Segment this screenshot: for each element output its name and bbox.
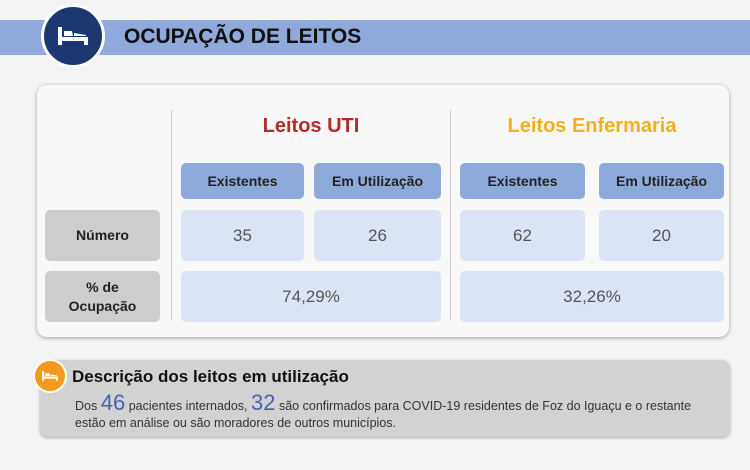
description-title: Descrição dos leitos em utilização xyxy=(72,367,349,386)
row-label-numero: Número xyxy=(45,210,160,261)
uti-ocupacao-value: 74,29% xyxy=(181,271,441,322)
uti-em-uso-header: Em Utilização xyxy=(314,163,441,199)
confirmados-count: 32 xyxy=(251,390,276,415)
enf-em-uso-value: 20 xyxy=(599,210,724,261)
page-title: OCUPAÇÃO DE LEITOS xyxy=(124,25,362,48)
description-text: Dos 46 pacientes internados, 32 são conf… xyxy=(75,392,715,432)
internados-count: 46 xyxy=(100,390,126,415)
enf-ocupacao-value: 32,26% xyxy=(460,271,724,322)
text: são confirmados para COVID-19 residentes… xyxy=(75,399,692,430)
text: Dos xyxy=(75,399,98,413)
enf-em-uso-header: Em Utilização xyxy=(599,163,724,199)
uti-existentes-header: Existentes xyxy=(181,163,304,199)
header-band xyxy=(0,20,750,55)
enfermaria-title: Leitos Enfermaria xyxy=(507,115,677,137)
description-box xyxy=(40,360,730,437)
bed-icon xyxy=(41,4,105,68)
enf-existentes-value: 62 xyxy=(460,210,585,261)
divider xyxy=(171,110,172,320)
row-label-ocupacao: % de Ocupação xyxy=(45,271,160,322)
enf-existentes-header: Existentes xyxy=(460,163,585,199)
text: pacientes internados, xyxy=(128,399,248,413)
uti-existentes-value: 35 xyxy=(181,210,304,261)
bed-icon xyxy=(33,359,67,393)
divider xyxy=(450,110,451,320)
uti-em-uso-value: 26 xyxy=(314,210,441,261)
uti-title: Leitos UTI xyxy=(262,115,360,137)
